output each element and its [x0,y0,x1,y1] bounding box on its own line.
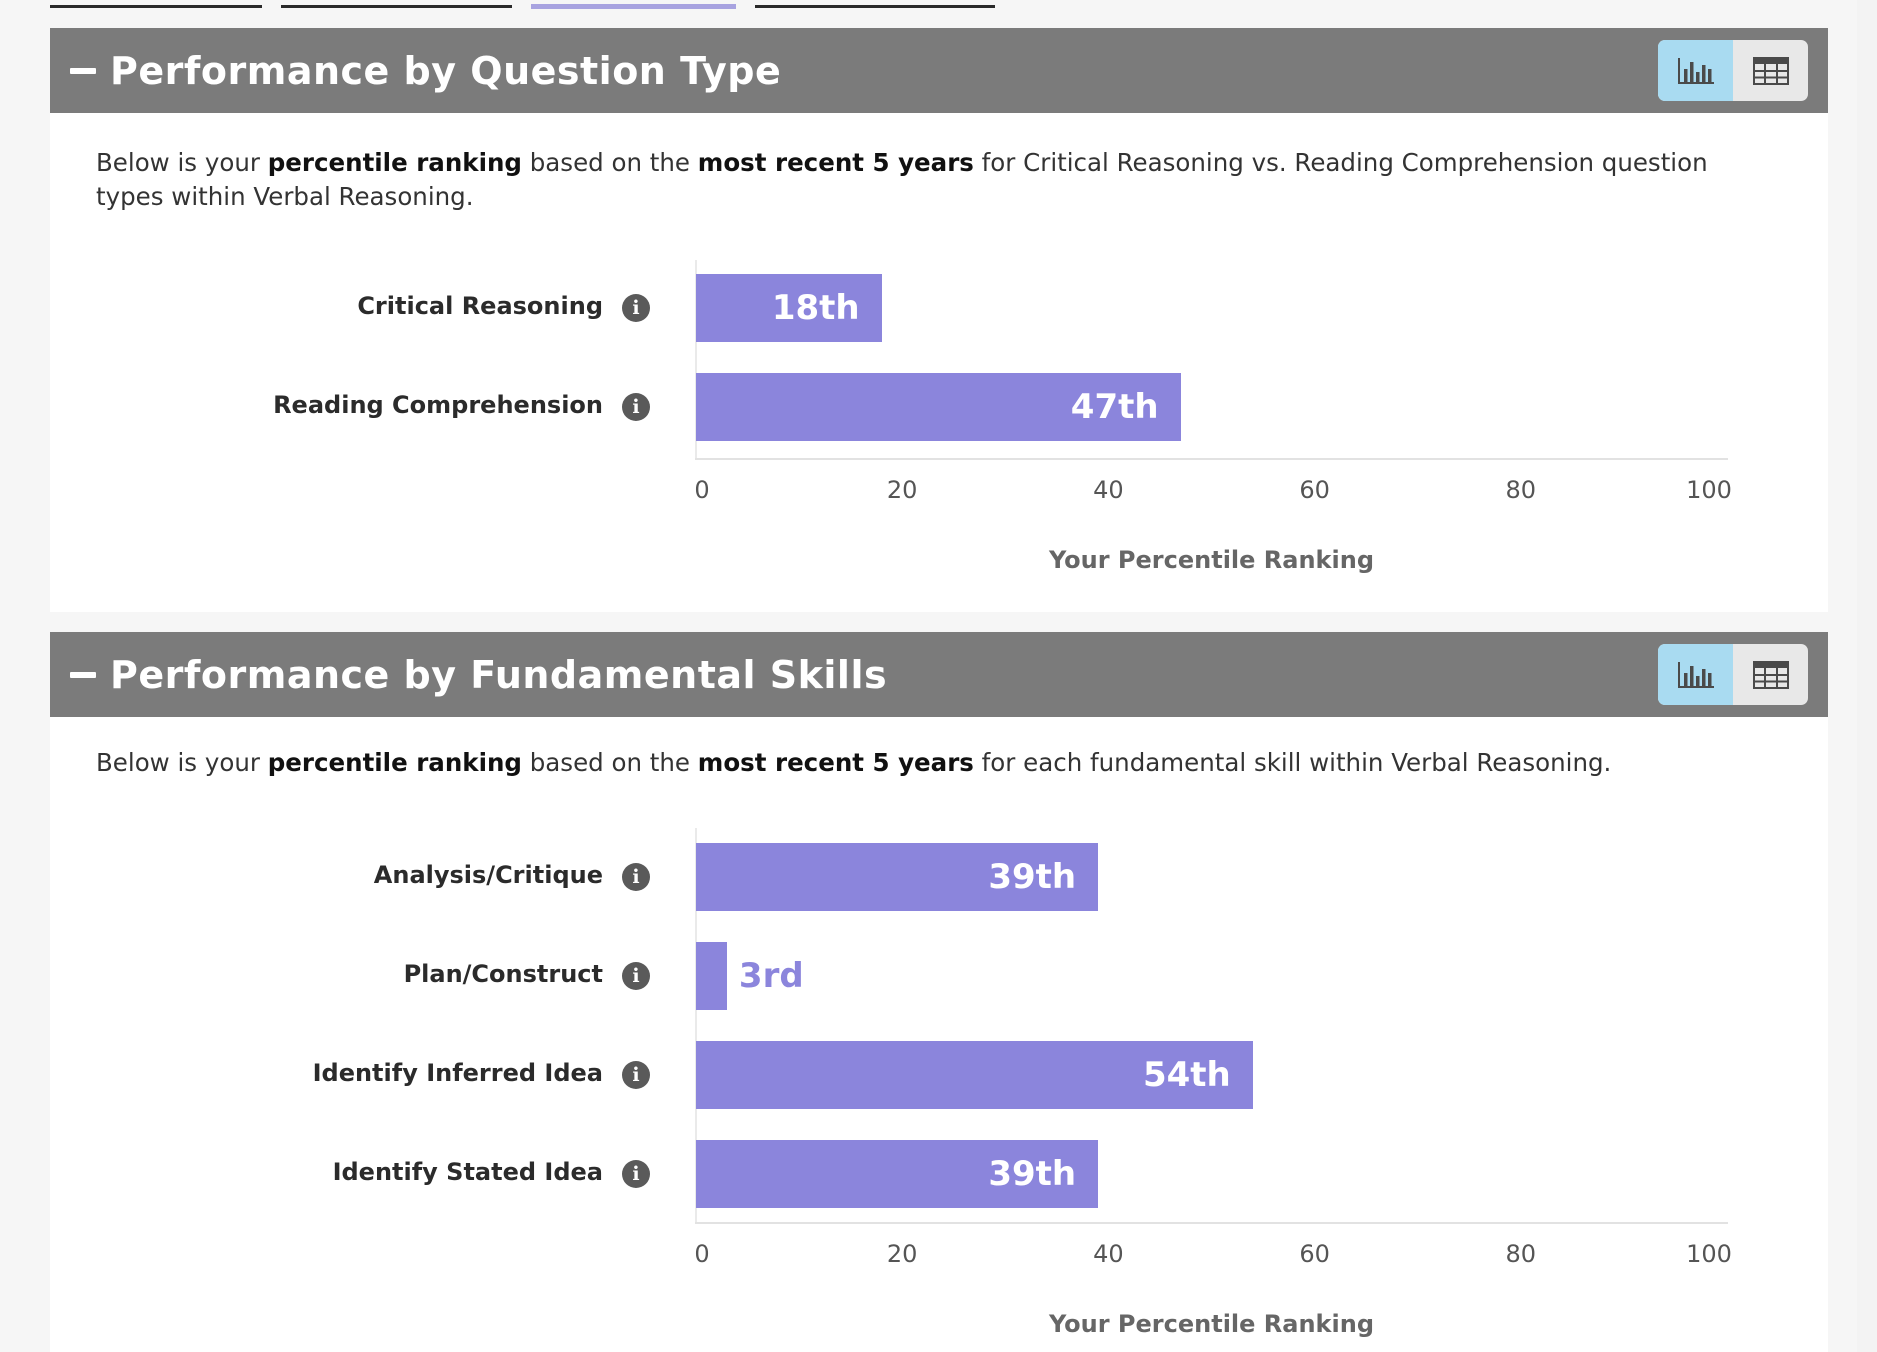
x-tick-label: 100 [1686,476,1732,504]
scrollbar[interactable] [1857,0,1877,1352]
info-icon[interactable]: i [622,294,650,322]
x-tick-label: 0 [694,1240,710,1268]
x-tick-label: 80 [1505,1240,1537,1268]
x-tick-label: 20 [886,1240,918,1268]
x-tick-label: 40 [1093,1240,1124,1268]
table-view-button[interactable] [1733,40,1808,101]
description-emphasis: most recent 5 years [697,748,974,777]
bar[interactable] [696,942,727,1010]
panel-title: Performance by Fundamental Skills [110,652,888,697]
x-axis-line [695,1222,1728,1224]
x-tick-label: 20 [886,476,918,504]
bar[interactable] [696,1041,1253,1109]
x-tick-label: 100 [1686,1240,1732,1268]
y-axis-line [695,260,697,458]
chart-view-button[interactable] [1658,644,1733,705]
description-emphasis: most recent 5 years [697,148,974,177]
panel-title: Performance by Question Type [110,48,782,93]
y-axis-line [695,828,697,1222]
bar[interactable] [696,274,882,342]
table-icon [1752,56,1789,85]
description-text: Below is your [96,748,268,777]
info-icon[interactable]: i [622,863,650,891]
description-emphasis: percentile ranking [267,148,522,177]
bar-value-label: 39th [988,1154,1077,1194]
table-view-button[interactable] [1733,644,1808,705]
category-label: Identify Inferred Idea [312,1059,603,1087]
category-label: Reading Comprehension [273,391,603,419]
x-tick-label: 0 [694,476,710,504]
description-text: based on the [521,148,698,177]
x-axis-title: Your Percentile Ranking [1048,546,1374,574]
info-icon[interactable]: i [622,1061,650,1089]
x-tick-label: 60 [1299,1240,1330,1268]
category-label: Plan/Construct [403,960,603,988]
category-label: Analysis/Critique [373,861,603,889]
x-tick-label: 80 [1505,476,1537,504]
bar-value-label: 47th [1070,387,1159,427]
tab-2[interactable] [281,5,512,8]
bar[interactable] [696,1140,1099,1208]
panel-header: Performance by Fundamental Skills [50,632,1828,717]
bar-value-label: 3rd [738,956,804,996]
fundamental-skills-panel: Performance by Fundamental Skills [50,632,1828,1352]
tab-3-active[interactable] [531,4,736,9]
description-text: for Critical Reasoning vs. Reading Compr… [96,148,1708,211]
view-toggle [1658,40,1808,101]
collapse-icon[interactable] [70,671,96,678]
x-tick-label: 40 [1093,476,1124,504]
info-icon[interactable]: i [622,1160,650,1188]
category-label: Critical Reasoning [357,292,603,320]
view-toggle [1658,644,1808,705]
description-emphasis: percentile ranking [267,748,522,777]
tab-1[interactable] [50,5,262,8]
description-text: Below is your [96,148,268,177]
panel-description: Below is your percentile ranking based o… [96,746,1748,780]
info-icon[interactable]: i [622,393,650,421]
collapse-icon[interactable] [70,67,96,74]
bar[interactable] [696,843,1099,911]
info-icon[interactable]: i [622,962,650,990]
table-icon [1752,660,1789,689]
panel-header: Performance by Question Type [50,28,1828,113]
description-text: for each fundamental skill within Verbal… [973,748,1612,777]
bar-value-label: 39th [988,857,1077,897]
x-tick-label: 60 [1299,476,1330,504]
chart-view-button[interactable] [1658,40,1733,101]
panel-description: Below is your percentile ranking based o… [96,146,1748,214]
x-axis-line [695,458,1728,460]
top-tabs [0,0,1877,10]
description-text: based on the [521,748,698,777]
bar-chart-icon [1677,57,1714,84]
x-axis-title: Your Percentile Ranking [1048,1310,1374,1338]
bar-value-label: 54th [1142,1055,1231,1095]
category-label: Identify Stated Idea [332,1158,603,1186]
bar-chart-icon [1677,661,1714,688]
bar-value-label: 18th [771,288,860,328]
question-type-panel: Performance by Question Type [50,28,1828,612]
tab-4[interactable] [755,5,995,8]
bar[interactable] [696,373,1181,441]
